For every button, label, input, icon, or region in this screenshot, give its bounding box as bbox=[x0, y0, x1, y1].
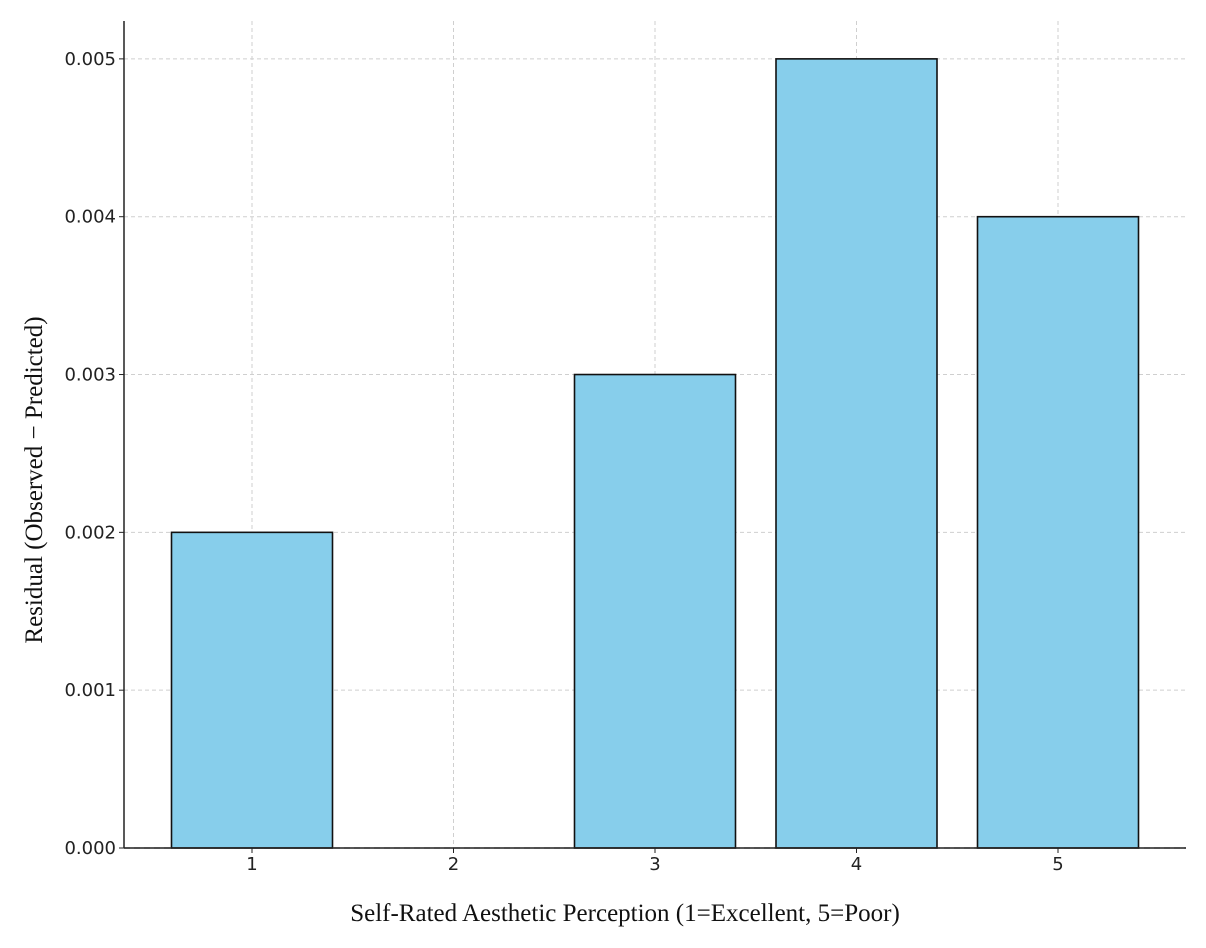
x-tick-label: 2 bbox=[448, 854, 459, 875]
x-tick-label: 1 bbox=[246, 854, 257, 875]
bar-layer bbox=[170, 58, 1140, 849]
x-tick-label: 3 bbox=[649, 854, 660, 875]
x-tick-label: 5 bbox=[1052, 854, 1063, 875]
y-tick-label: 0.005 bbox=[64, 49, 116, 70]
y-tick-label: 0.003 bbox=[64, 365, 116, 386]
y-tick-label: 0.004 bbox=[64, 207, 116, 228]
axis-layer bbox=[119, 21, 1186, 853]
y-axis-title: Residual (Observed − Predicted) bbox=[21, 316, 48, 643]
bar-4 bbox=[775, 58, 938, 849]
bar-1 bbox=[170, 531, 334, 849]
y-tick-label: 0.002 bbox=[64, 522, 116, 543]
bar-5 bbox=[976, 215, 1140, 849]
x-axis-title: Self-Rated Aesthetic Perception (1=Excel… bbox=[350, 900, 900, 927]
label-layer: 0.000 0.001 0.002 0.003 0.004 0.005 1 2 3 4 5 bbox=[64, 49, 1063, 875]
y-tick-label: 0.000 bbox=[64, 838, 116, 859]
x-tick-label: 4 bbox=[851, 854, 862, 875]
y-tick-label: 0.001 bbox=[64, 680, 116, 701]
bar-3 bbox=[573, 373, 737, 849]
